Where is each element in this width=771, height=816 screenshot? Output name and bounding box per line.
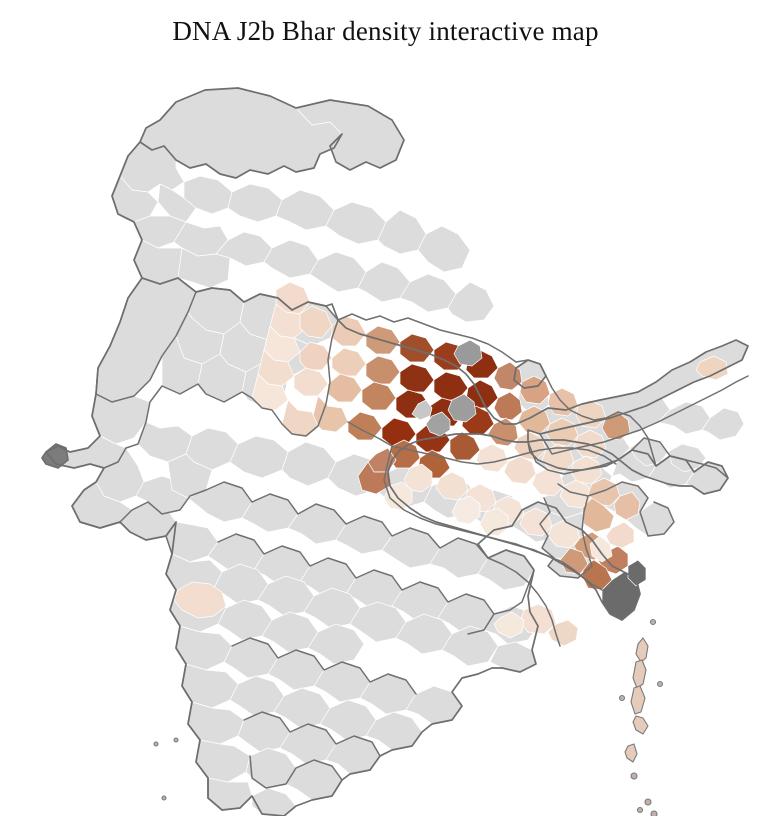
district-shape[interactable] [400,334,434,362]
district-shape[interactable] [590,536,612,562]
district-shape[interactable] [606,522,634,548]
district-shape[interactable] [450,432,480,460]
district-shape-nodata[interactable] [454,340,482,366]
district-shape[interactable] [532,468,564,496]
district-shape[interactable] [182,664,238,708]
island-shape[interactable] [162,796,166,800]
state-border [126,320,338,448]
islands-layer[interactable] [154,620,663,816]
district-shape[interactable] [300,306,332,338]
district-shape[interactable] [174,582,226,618]
map-svg[interactable] [0,50,771,816]
district-shape-nodata[interactable] [628,560,646,586]
state-border [488,558,560,646]
district-shape[interactable] [282,442,336,486]
state-border [338,314,516,362]
island-shape[interactable] [633,716,648,734]
district-shape[interactable] [476,444,508,472]
district-shape[interactable] [434,372,468,400]
district-shape[interactable] [188,702,244,744]
island-shape[interactable] [174,738,178,742]
district-shape[interactable] [328,374,362,402]
island-shape[interactable] [651,620,656,625]
island-shape[interactable] [631,686,645,714]
district-shape[interactable] [494,612,524,638]
state-border [540,496,592,578]
island-shape[interactable] [154,742,158,746]
state-border [606,412,656,466]
district-shape[interactable] [418,226,470,272]
state-border [232,638,416,694]
island-shape[interactable] [631,773,637,779]
district-shape[interactable] [382,418,416,446]
district-shape[interactable] [230,436,288,478]
district-shape[interactable] [702,408,744,440]
island-shape[interactable] [658,682,663,687]
district-shape[interactable] [400,364,434,392]
island-shape[interactable] [633,660,646,688]
district-shape[interactable] [518,406,550,434]
district-shape[interactable] [310,252,366,292]
district-shape[interactable] [264,240,318,278]
country-border [140,88,404,178]
district-shape[interactable] [494,392,522,420]
district-shape[interactable] [208,778,252,810]
island-shape[interactable] [620,696,625,701]
district-shape[interactable] [348,412,382,440]
district-shape[interactable] [614,492,640,520]
state-border [218,534,494,614]
district-shape[interactable] [178,248,230,288]
district-shape[interactable] [362,382,396,410]
india-choropleth-map[interactable] [0,50,771,816]
district-shape[interactable] [326,202,386,244]
district-shape[interactable] [668,444,706,472]
district-shape[interactable] [276,190,334,230]
country-border [42,142,748,816]
district-shape[interactable] [436,472,468,500]
district-shape[interactable] [176,626,232,670]
island-shape[interactable] [636,638,648,662]
state-border [250,756,342,788]
district-shape[interactable] [448,282,494,322]
island-shape[interactable] [638,808,643,813]
state-border [540,376,748,454]
island-shape[interactable] [625,744,637,762]
district-shape[interactable] [582,498,614,532]
district-shape[interactable] [300,342,332,370]
country-border [514,360,546,388]
district-shape[interactable] [294,368,328,396]
island-shape[interactable] [645,799,651,805]
district-shape[interactable] [442,626,498,666]
state-border [244,712,380,756]
district-shape[interactable] [504,456,536,484]
district-shape[interactable] [308,624,364,664]
district-shape[interactable] [520,376,550,404]
page-title: DNA J2b Bhar density interactive map [172,16,599,46]
district-shape[interactable] [196,740,250,782]
district-shape[interactable] [228,184,282,222]
district-shape[interactable] [378,210,426,254]
district-shape[interactable] [696,356,728,380]
district-shape[interactable] [332,348,366,376]
district-shape[interactable] [548,620,578,646]
district-shape[interactable] [452,496,480,524]
district-shape[interactable] [358,462,390,494]
district-shape[interactable] [366,356,400,384]
country-outline-layer [42,88,748,816]
island-shape[interactable] [651,811,657,816]
state-border [252,494,488,558]
district-shape-nodata[interactable] [412,400,432,420]
district-shape-nodata[interactable] [426,412,450,436]
district-shape-nodata[interactable] [448,394,476,422]
district-shape[interactable] [404,464,432,492]
